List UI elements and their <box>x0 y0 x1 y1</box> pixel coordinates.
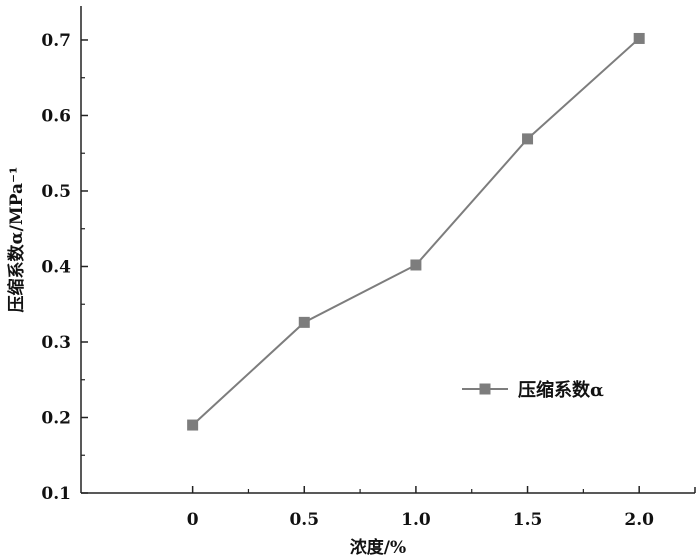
x-tick-label-3: 1.5 <box>513 510 543 530</box>
y-tick-label-3: 0.4 <box>41 257 71 277</box>
ticks: 0.1 0.2 0.3 0.4 0.5 0.6 0.7 0 0.5 1.0 1.5 2.0 <box>41 31 654 530</box>
y-tick-label-0: 0.1 <box>41 484 71 504</box>
x-tick-label-0: 0 <box>187 510 199 530</box>
y-axis-title: 压缩系数α/MPa⁻¹ <box>6 167 27 313</box>
x-tick-label-2: 1.0 <box>401 510 431 530</box>
y-tick-label-4: 0.5 <box>41 182 71 202</box>
legend-label: 压缩系数α <box>518 379 604 401</box>
x-tick-label-1: 0.5 <box>289 510 319 530</box>
legend-marker-swatch <box>479 383 491 395</box>
x-axis-title: 浓度/% <box>350 537 406 558</box>
axes <box>80 6 696 494</box>
data-point-1 <box>298 316 310 328</box>
data-point-0 <box>187 419 199 431</box>
y-tick-label-6: 0.7 <box>41 31 71 51</box>
data-point-2 <box>410 259 422 271</box>
y-tick-label-1: 0.2 <box>41 408 71 428</box>
y-tick-label-2: 0.3 <box>41 333 71 353</box>
series-line <box>191 37 640 426</box>
data-point-3 <box>522 133 534 145</box>
x-tick-label-4: 2.0 <box>624 510 654 530</box>
y-tick-label-5: 0.6 <box>41 106 71 126</box>
data-point-4 <box>633 32 645 44</box>
series-layer <box>187 32 645 431</box>
legend: 压缩系数α <box>462 379 604 401</box>
